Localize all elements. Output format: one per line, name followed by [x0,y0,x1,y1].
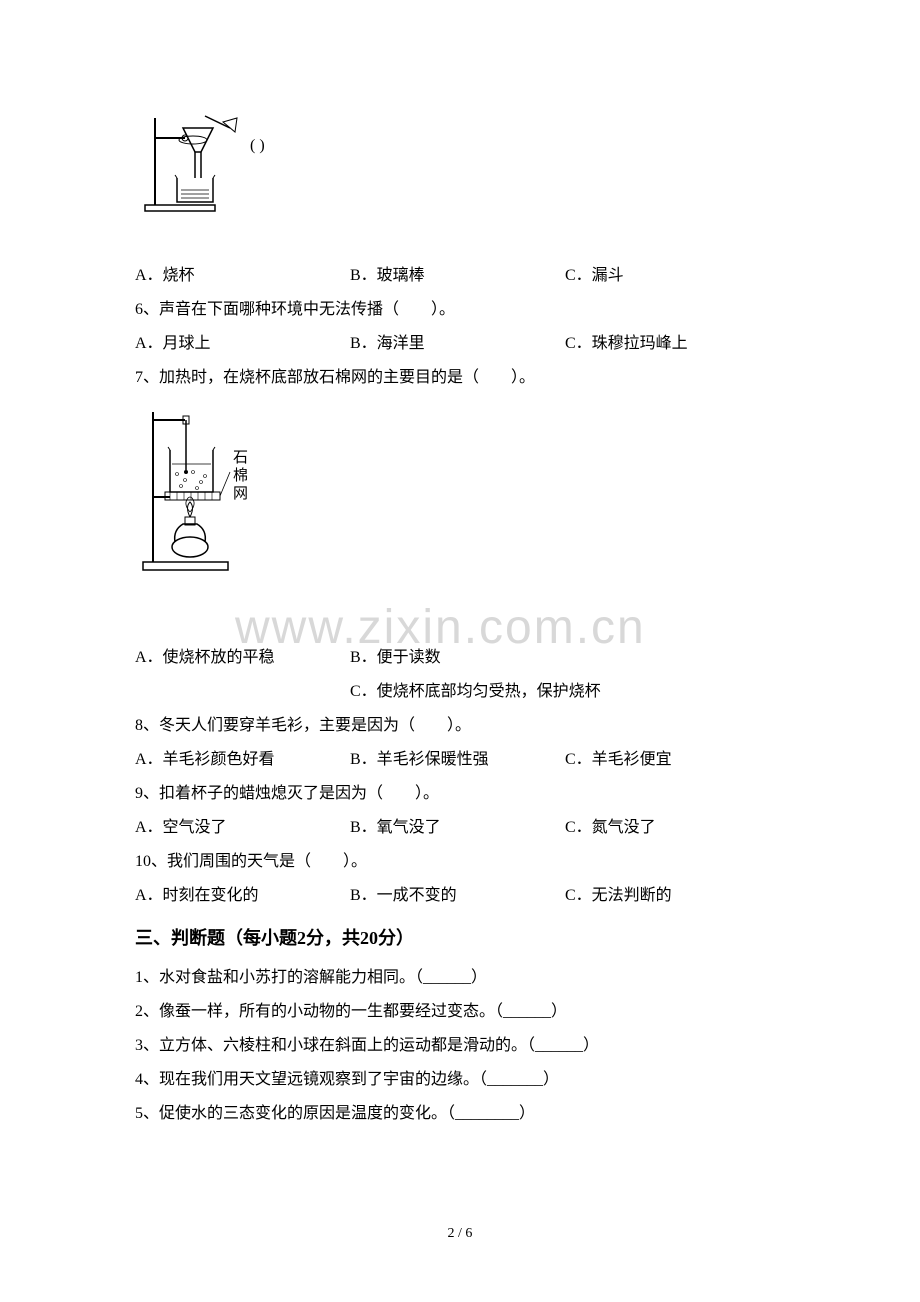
q8-option-a: A．羊毛衫颜色好看 [135,744,350,776]
q10-option-a: A．时刻在变化的 [135,880,350,912]
figure2-label2: 棉 [233,467,248,484]
figure-heating-apparatus: 石 棉 网 [135,402,785,577]
q9-option-c: C．氮气没了 [565,812,785,844]
q9-option-a: A．空气没了 [135,812,350,844]
q7-option-c: C．使烧杯底部均匀受热，保护烧杯 [135,676,785,708]
q10-options: A．时刻在变化的 B．一成不变的 C．无法判断的 [135,880,785,912]
figure2-label3: 网 [233,486,248,502]
section3-heading: 三、判断题（每小题2分，共20分） [135,920,785,956]
q9-text: 9、扣着杯子的蜡烛熄灭了是因为（ ）。 [135,778,785,810]
q8-option-c: C．羊毛衫便宜 [565,744,785,776]
figure-funnel-apparatus: ( ) [135,110,785,215]
q10-option-c: C．无法判断的 [565,880,785,912]
q9-options: A．空气没了 B．氧气没了 C．氮气没了 [135,812,785,844]
figure1-paren: ( ) [250,137,265,154]
q6-option-b: B．海洋里 [350,328,565,360]
q7-options-ab: A．使烧杯放的平稳 B．便于读数 [135,642,785,674]
q10-text: 10、我们周围的天气是（ ）。 [135,846,785,878]
q7-option-b: B．便于读数 [350,642,565,674]
judge-3: 3、立方体、六棱柱和小球在斜面上的运动都是滑动的。（______） [135,1030,785,1062]
judge-2: 2、像蚕一样，所有的小动物的一生都要经过变态。（______） [135,996,785,1028]
q5-option-a: A．烧杯 [135,260,350,292]
q8-option-b: B．羊毛衫保暖性强 [350,744,565,776]
q5-options: A．烧杯 B．玻璃棒 C．漏斗 [135,260,785,292]
q10-option-b: B．一成不变的 [350,880,565,912]
judge-5: 5、促使水的三态变化的原因是温度的变化。（________） [135,1098,785,1130]
figure2-label1: 石 [233,450,248,466]
q6-option-a: A．月球上 [135,328,350,360]
q5-option-c: C．漏斗 [565,260,785,292]
judge-4: 4、现在我们用天文望远镜观察到了宇宙的边缘。（_______） [135,1064,785,1096]
q6-text: 6、声音在下面哪种环境中无法传播（ ）。 [135,294,785,326]
q5-option-b: B．玻璃棒 [350,260,565,292]
q7-option-a: A．使烧杯放的平稳 [135,642,350,674]
q7-text: 7、加热时，在烧杯底部放石棉网的主要目的是（ ）。 [135,362,785,394]
q9-option-b: B．氧气没了 [350,812,565,844]
page-number: 2 / 6 [0,1226,920,1242]
judge-1: 1、水对食盐和小苏打的溶解能力相同。（______） [135,962,785,994]
q6-options: A．月球上 B．海洋里 C．珠穆拉玛峰上 [135,328,785,360]
q6-option-c: C．珠穆拉玛峰上 [565,328,785,360]
q8-text: 8、冬天人们要穿羊毛衫，主要是因为（ ）。 [135,710,785,742]
q8-options: A．羊毛衫颜色好看 B．羊毛衫保暖性强 C．羊毛衫便宜 [135,744,785,776]
